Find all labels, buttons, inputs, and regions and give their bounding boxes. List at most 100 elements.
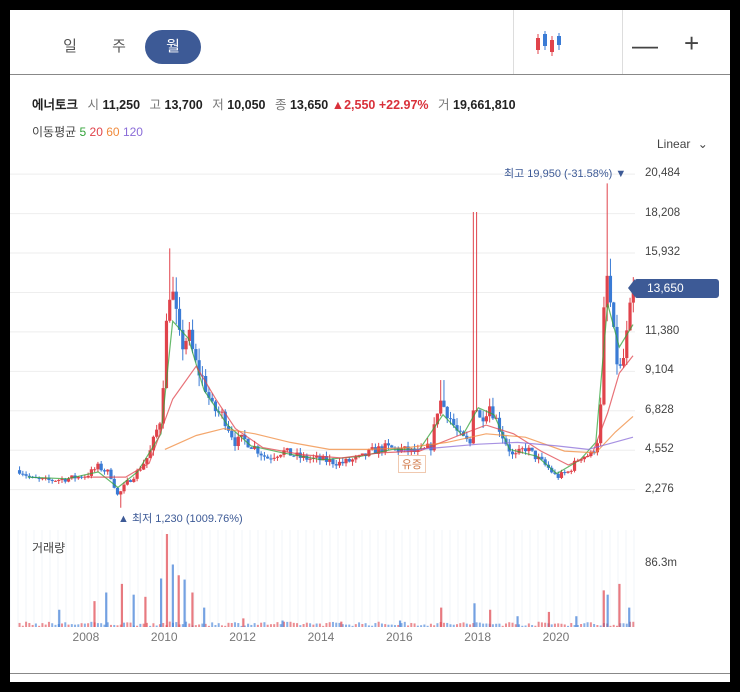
candle-down — [458, 430, 462, 432]
volume-bar — [309, 623, 312, 627]
volume-bar — [105, 592, 108, 627]
volume-bar — [475, 622, 478, 627]
volume-bar — [433, 625, 436, 627]
candle-up — [239, 434, 244, 437]
volume-bar — [318, 623, 321, 627]
volume-bar — [96, 623, 99, 627]
x-tick-label: 2012 — [229, 630, 256, 644]
candle-down — [230, 430, 234, 438]
tab-monthly[interactable]: 월 — [145, 30, 201, 64]
volume-bar — [100, 623, 103, 627]
volume-bar — [384, 624, 387, 627]
candle-down — [341, 461, 345, 464]
candle-down — [226, 426, 231, 431]
volume-bar — [276, 622, 279, 627]
volume-bar — [348, 624, 351, 627]
volume-bar — [516, 616, 519, 627]
candle-up — [285, 448, 289, 451]
volume-bar — [142, 623, 145, 627]
high-value: 13,700 — [164, 98, 203, 112]
candle-down — [181, 329, 185, 350]
ma-legend-label: 이동평균 — [32, 125, 77, 139]
ma-legend-120[interactable]: 120 — [122, 125, 143, 139]
volume-bar — [31, 624, 34, 627]
candle-up — [148, 450, 152, 459]
volume-bar — [371, 625, 374, 627]
candle-up — [83, 476, 87, 478]
volume-bar — [618, 583, 621, 627]
ma-legend-5[interactable]: 5 — [79, 125, 87, 139]
candle-up — [432, 424, 436, 451]
volume-bar — [194, 625, 197, 627]
volume-bar — [224, 625, 227, 627]
current-price-tag: 13,650 — [628, 279, 719, 298]
volume-bar — [51, 623, 54, 627]
volume-bar — [632, 621, 635, 627]
candle-down — [17, 470, 22, 474]
volume-bar — [364, 623, 367, 627]
candle-up — [344, 458, 348, 464]
volume-bar — [407, 625, 410, 627]
volume-bar — [596, 625, 599, 627]
candle-up — [321, 456, 325, 461]
candle-down — [115, 487, 120, 495]
candle-down — [197, 360, 201, 376]
volume-chart[interactable] — [10, 530, 635, 630]
candle-up — [520, 448, 524, 450]
tab-weekly[interactable]: 주 — [112, 38, 126, 55]
candle-up — [171, 291, 175, 300]
candle-down — [21, 473, 25, 475]
candle-up — [517, 448, 521, 454]
volume-bar — [393, 625, 396, 627]
volume-bar — [299, 625, 302, 627]
chart-type-button[interactable]: ⌄ — [513, 10, 623, 74]
candle-down — [556, 473, 560, 478]
volume-bar — [518, 624, 521, 627]
candle-up — [184, 340, 188, 350]
candle-up — [53, 480, 58, 482]
volume-bar — [442, 622, 445, 627]
volume-bar — [83, 623, 86, 627]
candle-up — [164, 320, 169, 389]
candle-up — [416, 449, 420, 452]
tab-daily[interactable]: 일 — [63, 38, 77, 55]
candle-down — [210, 397, 214, 402]
candle-up — [599, 404, 603, 444]
candle-down — [207, 392, 211, 398]
candle-up — [60, 478, 64, 480]
volume-bar — [41, 623, 44, 627]
volume-bar — [557, 623, 560, 627]
volume-bar — [436, 623, 439, 627]
candle-up — [350, 459, 355, 462]
candle-down — [259, 453, 263, 456]
y-tick-label: 4,552 — [645, 443, 674, 456]
volume-bar — [34, 623, 37, 627]
y-tick-label: 20,484 — [645, 167, 681, 180]
candle-up — [426, 443, 430, 448]
volume-bar — [38, 625, 41, 627]
candle-down — [298, 452, 302, 458]
price-chart[interactable] — [10, 160, 635, 520]
volume-bar — [570, 623, 573, 627]
volume-bar — [64, 622, 67, 627]
candle-down — [386, 443, 391, 446]
ma-legend-20[interactable]: 20 — [89, 125, 103, 139]
volume-bar — [296, 623, 299, 627]
volume-bar — [260, 622, 263, 627]
scale-select[interactable]: Linear ⌄ — [657, 137, 708, 151]
volume-bar — [452, 624, 455, 627]
volume-bar — [560, 623, 563, 627]
candle-up — [220, 411, 224, 413]
ma-legend-60[interactable]: 60 — [106, 125, 120, 139]
zoom-in-button[interactable]: + — [684, 28, 700, 58]
candle-down — [543, 459, 547, 465]
zoom-out-button[interactable]: — — [632, 30, 658, 60]
volume-bar — [217, 623, 220, 627]
volume-bar — [302, 624, 305, 627]
volume-bar — [126, 622, 129, 627]
candle-up — [484, 416, 488, 422]
volume-bar — [269, 624, 272, 627]
candle-up — [360, 453, 364, 456]
candle-up — [272, 457, 276, 459]
volume-bar — [58, 609, 61, 627]
